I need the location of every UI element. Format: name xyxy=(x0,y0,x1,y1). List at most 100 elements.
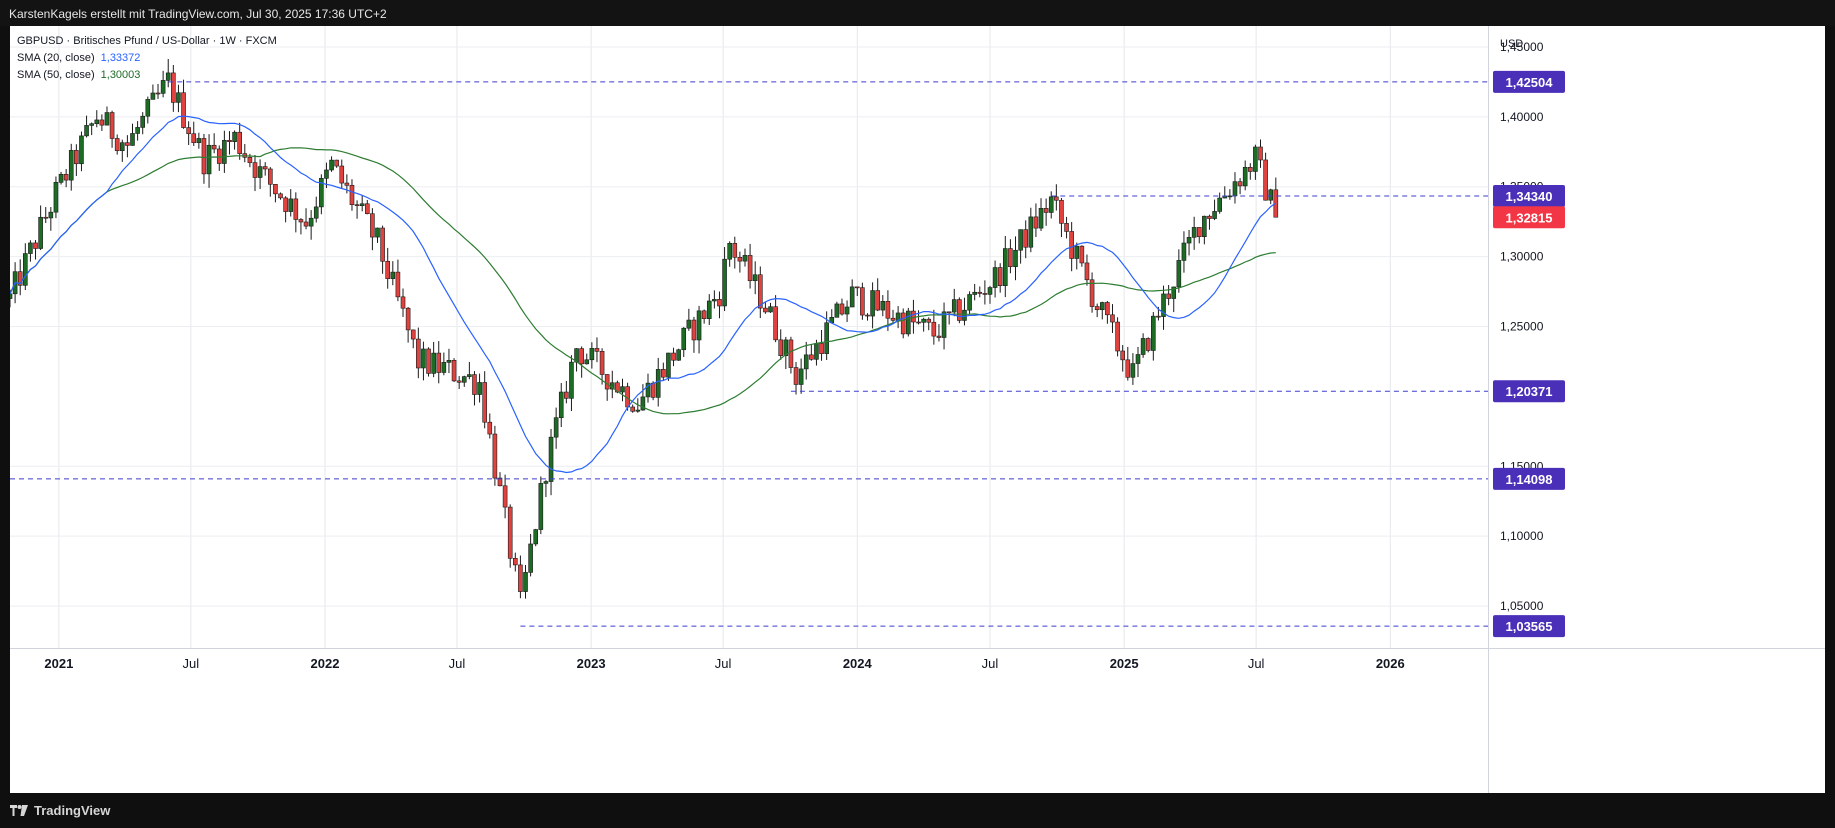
candle[interactable] xyxy=(900,308,906,339)
candle[interactable] xyxy=(461,375,467,387)
candle[interactable] xyxy=(569,355,574,412)
candle[interactable] xyxy=(1217,192,1222,214)
candle[interactable] xyxy=(533,528,539,547)
candle[interactable] xyxy=(53,176,59,219)
candle[interactable] xyxy=(661,362,666,381)
candle[interactable] xyxy=(696,305,702,354)
candle[interactable] xyxy=(1094,303,1100,318)
candle[interactable] xyxy=(48,207,54,231)
candle[interactable] xyxy=(436,341,442,384)
candle[interactable] xyxy=(906,307,911,337)
candle[interactable] xyxy=(860,282,865,320)
candle[interactable] xyxy=(1002,236,1008,298)
candle[interactable] xyxy=(395,259,401,302)
candle[interactable] xyxy=(58,171,64,185)
candle[interactable] xyxy=(946,311,952,325)
candle[interactable] xyxy=(977,286,983,298)
candle[interactable] xyxy=(119,139,125,162)
candle[interactable] xyxy=(89,122,94,136)
candle[interactable] xyxy=(737,251,743,273)
candle[interactable] xyxy=(599,348,605,385)
candle[interactable] xyxy=(742,248,748,267)
candle[interactable] xyxy=(1145,337,1151,353)
candle[interactable] xyxy=(916,310,921,325)
candle[interactable] xyxy=(1135,346,1141,378)
candle[interactable] xyxy=(472,371,477,406)
candle[interactable] xyxy=(997,263,1003,293)
chart-panel[interactable]: 1,050001,100001,150001,250001,300001,350… xyxy=(10,26,1825,793)
candle[interactable] xyxy=(574,348,579,372)
candle[interactable] xyxy=(951,288,957,317)
candle[interactable] xyxy=(992,260,998,298)
candle[interactable] xyxy=(114,134,120,155)
candle[interactable] xyxy=(1054,184,1059,211)
candle[interactable] xyxy=(1110,304,1115,333)
candle[interactable] xyxy=(1064,216,1069,239)
candle[interactable] xyxy=(778,329,784,360)
candle[interactable] xyxy=(227,131,232,155)
candle[interactable] xyxy=(441,352,447,376)
candle[interactable] xyxy=(1222,186,1228,199)
candle[interactable] xyxy=(492,425,498,486)
candle[interactable] xyxy=(303,208,309,230)
candle[interactable] xyxy=(1099,301,1105,320)
candle[interactable] xyxy=(880,295,886,317)
candle[interactable] xyxy=(1079,245,1085,267)
candle[interactable] xyxy=(125,135,130,158)
candle[interactable] xyxy=(431,341,436,378)
candle[interactable] xyxy=(1191,216,1197,250)
candle[interactable] xyxy=(1151,312,1156,361)
candle[interactable] xyxy=(196,132,202,149)
candle[interactable] xyxy=(262,162,268,176)
candle[interactable] xyxy=(620,378,625,402)
candle[interactable] xyxy=(1186,229,1192,256)
candle[interactable] xyxy=(528,533,533,577)
candle[interactable] xyxy=(1048,191,1054,219)
candle[interactable] xyxy=(1207,214,1212,230)
candle[interactable] xyxy=(1253,144,1258,180)
candle[interactable] xyxy=(671,347,676,367)
candle[interactable] xyxy=(109,110,115,148)
candle[interactable] xyxy=(278,192,283,200)
candle[interactable] xyxy=(273,183,278,203)
candle[interactable] xyxy=(1227,189,1233,200)
candle[interactable] xyxy=(135,121,140,141)
candle[interactable] xyxy=(1202,215,1207,245)
candle[interactable] xyxy=(1196,227,1202,244)
candle[interactable] xyxy=(686,308,692,331)
candle[interactable] xyxy=(890,309,896,323)
candle[interactable] xyxy=(564,380,569,404)
candle[interactable] xyxy=(1105,300,1110,324)
candle[interactable] xyxy=(201,133,207,184)
candle[interactable] xyxy=(1125,346,1131,381)
candle[interactable] xyxy=(160,70,166,98)
candle[interactable] xyxy=(1008,239,1013,274)
candle[interactable] xyxy=(926,317,932,331)
candle[interactable] xyxy=(17,259,23,296)
candle[interactable] xyxy=(543,480,549,498)
candle[interactable] xyxy=(446,348,452,374)
candle[interactable] xyxy=(79,131,84,172)
candle[interactable] xyxy=(63,169,69,188)
candle[interactable] xyxy=(982,280,988,305)
candle[interactable] xyxy=(426,347,431,377)
candle[interactable] xyxy=(548,428,554,496)
candle[interactable] xyxy=(145,96,151,124)
candle[interactable] xyxy=(1018,229,1023,264)
candle[interactable] xyxy=(758,266,763,319)
candle[interactable] xyxy=(349,179,355,211)
candle[interactable] xyxy=(609,370,615,399)
candle[interactable] xyxy=(722,247,727,312)
candle[interactable] xyxy=(410,329,416,349)
candle[interactable] xyxy=(579,346,584,378)
candle[interactable] xyxy=(74,144,79,176)
candle[interactable] xyxy=(558,382,564,428)
candle[interactable] xyxy=(99,114,105,131)
candle[interactable] xyxy=(1166,285,1171,306)
candle[interactable] xyxy=(171,64,176,112)
candle[interactable] xyxy=(94,110,100,128)
candle[interactable] xyxy=(380,225,385,274)
candle[interactable] xyxy=(747,243,753,289)
candle[interactable] xyxy=(211,133,217,154)
candle[interactable] xyxy=(283,196,288,223)
